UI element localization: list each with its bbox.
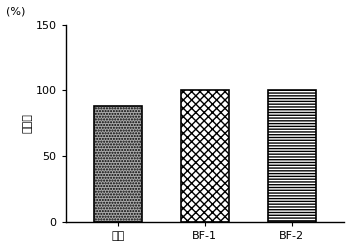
Bar: [181, 91, 229, 222]
Y-axis label: 率制抑: 率制抑: [23, 113, 33, 133]
Bar: [94, 106, 142, 222]
Bar: [268, 91, 316, 222]
Text: (%): (%): [6, 7, 25, 17]
